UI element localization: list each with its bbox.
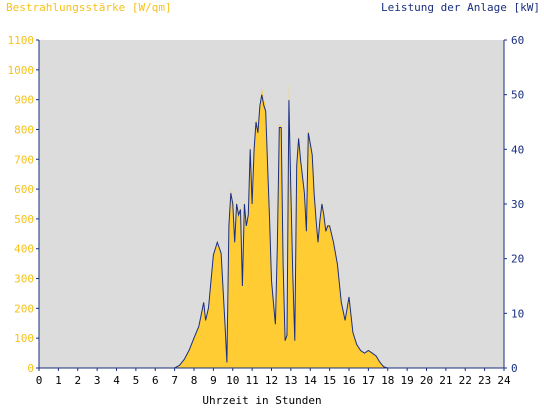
x-tick-label: 7 <box>171 374 178 387</box>
right-tick-label: 30 <box>511 198 524 211</box>
right-axis-title: Leistung der Anlage [kW] <box>381 1 540 14</box>
left-tick-label: 100 <box>14 332 34 345</box>
x-tick-label: 0 <box>36 374 43 387</box>
right-tick-label: 40 <box>511 143 524 156</box>
left-tick-label: 600 <box>14 183 34 196</box>
left-tick-label: 700 <box>14 153 34 166</box>
x-tick-label: 22 <box>459 374 472 387</box>
x-tick-label: 16 <box>342 374 355 387</box>
left-tick-label: 0 <box>27 362 34 375</box>
x-tick-label: 8 <box>191 374 198 387</box>
left-tick-label: 500 <box>14 213 34 226</box>
x-tick-label: 24 <box>497 374 511 387</box>
x-axis-title: Uhrzeit in Stunden <box>202 394 322 407</box>
left-tick-label: 900 <box>14 94 34 107</box>
x-tick-label: 15 <box>323 374 336 387</box>
x-tick-label: 20 <box>420 374 433 387</box>
left-tick-label: 200 <box>14 302 34 315</box>
x-tick-label: 9 <box>210 374 217 387</box>
x-tick-label: 3 <box>94 374 101 387</box>
left-tick-label: 800 <box>14 123 34 136</box>
x-tick-label: 12 <box>265 374 278 387</box>
right-axis-ticks: 0 10 20 30 40 50 60 <box>504 34 524 375</box>
x-tick-label: 2 <box>74 374 81 387</box>
x-tick-label: 19 <box>401 374 414 387</box>
x-tick-label: 21 <box>439 374 452 387</box>
power-line <box>39 94 504 369</box>
x-tick-label: 10 <box>226 374 239 387</box>
x-tick-label: 17 <box>362 374 375 387</box>
irradiance-area-layer <box>39 81 504 368</box>
right-tick-label: 50 <box>511 89 524 102</box>
x-tick-label: 23 <box>478 374 491 387</box>
left-axis-ticks: 0 100 200 300 400 500 600 700 800 900 1000 1100 <box>8 34 39 375</box>
x-tick-label: 13 <box>284 374 297 387</box>
left-tick-label: 300 <box>14 273 34 286</box>
right-tick-label: 0 <box>511 362 518 375</box>
right-tick-label: 60 <box>511 34 524 47</box>
irradiance-area <box>39 81 504 368</box>
x-tick-label: 14 <box>304 374 318 387</box>
x-tick-label: 4 <box>113 374 120 387</box>
x-tick-label: 1 <box>55 374 62 387</box>
x-tick-label: 11 <box>246 374 259 387</box>
left-axis-title: Bestrahlungsstärke [W/qm] <box>6 1 172 14</box>
left-tick-label: 400 <box>14 243 34 256</box>
right-tick-label: 10 <box>511 307 524 320</box>
x-axis-ticks: 0 1 2 3 4 5 6 7 8 9 10 11 12 13 14 15 16 17 18 19 20 21 22 23 24 <box>36 368 511 387</box>
left-tick-label: 1000 <box>8 64 35 77</box>
x-tick-label: 6 <box>152 374 159 387</box>
x-tick-label: 18 <box>381 374 394 387</box>
right-tick-label: 20 <box>511 253 524 266</box>
power-line-layer <box>39 94 504 369</box>
x-tick-label: 5 <box>133 374 140 387</box>
left-tick-label: 1100 <box>8 34 35 47</box>
